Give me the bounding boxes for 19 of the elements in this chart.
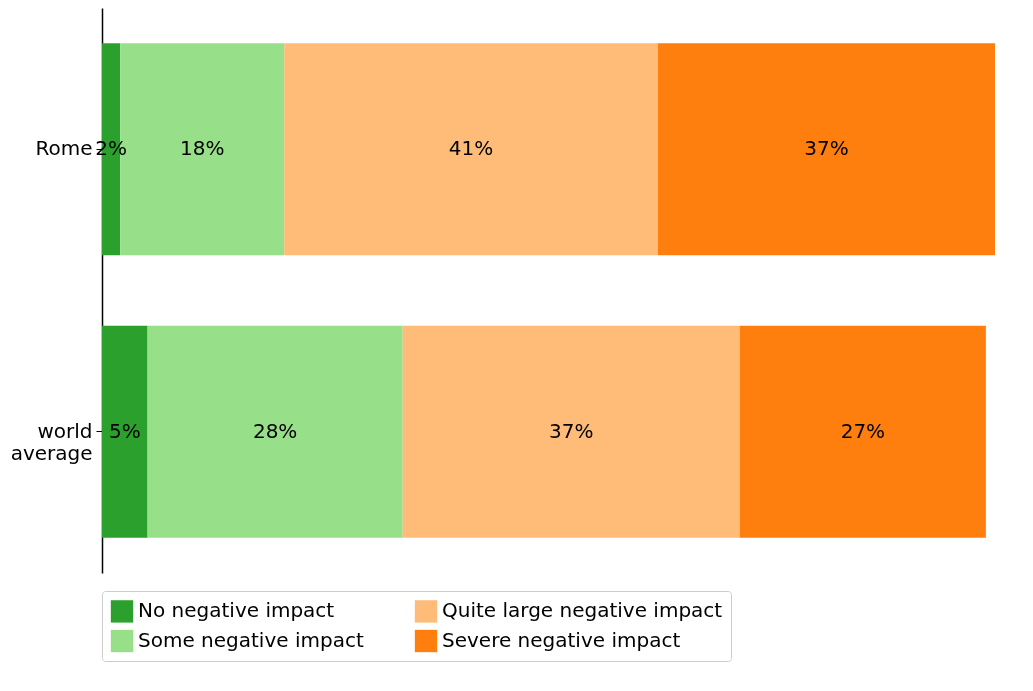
data-label: 37%: [804, 136, 849, 161]
legend-label: Quite large negative impact: [442, 598, 723, 623]
data-label: 5%: [108, 418, 141, 443]
data-label: 18%: [180, 136, 225, 161]
y-tick-label: world average: [10, 418, 93, 465]
legend-label: Severe negative impact: [442, 628, 681, 652]
bar: [657, 43, 995, 256]
legend-label: No negative impact: [138, 598, 335, 623]
legend-label: Some negative impact: [138, 628, 364, 652]
data-label: 27%: [840, 418, 886, 443]
bar: [147, 325, 403, 538]
data-label: 37%: [549, 418, 594, 443]
data-label: 28%: [252, 418, 298, 443]
bar: [402, 325, 740, 538]
y-tick-label: Rome: [35, 136, 93, 161]
bar: [739, 325, 986, 538]
bar: [284, 43, 658, 256]
data-label: 41%: [448, 136, 494, 161]
bar: [102, 325, 148, 538]
